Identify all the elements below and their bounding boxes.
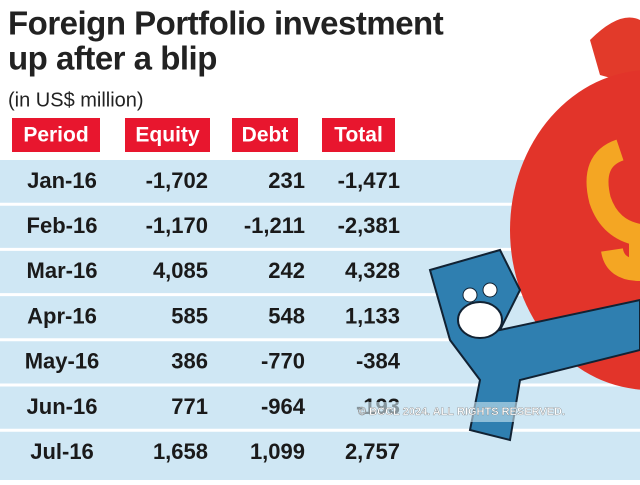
- title: up after a blip: [8, 40, 217, 77]
- cartoon-mouth: [458, 302, 502, 338]
- period-cell: Jul-16: [30, 439, 94, 464]
- value-cell: -1,170: [146, 213, 208, 238]
- value-cell: 4,328: [345, 258, 400, 283]
- value-cell: -384: [356, 349, 401, 374]
- value-cell: 585: [171, 303, 208, 328]
- period-cell: Mar-16: [27, 258, 98, 283]
- value-cell: 548: [268, 303, 305, 328]
- value-cell: 231: [268, 168, 305, 193]
- watermark: © BCCL 2024. ALL RIGHTS RESERVED.: [358, 406, 565, 418]
- value-cell: 1,099: [250, 439, 305, 464]
- period-cell: May-16: [25, 349, 100, 374]
- value-cell: -964: [261, 394, 306, 419]
- value-cell: -1,471: [338, 168, 400, 193]
- header-label: Total: [334, 124, 383, 147]
- header-label: Debt: [242, 124, 289, 147]
- value-cell: -1,211: [244, 213, 305, 238]
- value-cell: 242: [268, 258, 305, 283]
- value-cell: -770: [261, 349, 305, 374]
- value-cell: 386: [171, 349, 208, 374]
- period-cell: Apr-16: [27, 303, 97, 328]
- value-cell: 4,085: [153, 258, 208, 283]
- title: Foreign Portfolio investment: [8, 5, 444, 42]
- period-cell: Jun-16: [27, 394, 98, 419]
- value-cell: -2,381: [338, 213, 400, 238]
- subtitle: (in US$ million): [8, 89, 144, 111]
- header-label: Period: [23, 124, 88, 147]
- cartoon-eye: [483, 283, 497, 297]
- value-cell: -1,702: [146, 168, 208, 193]
- cartoon-eye: [463, 288, 477, 302]
- value-cell: 1,658: [153, 439, 208, 464]
- period-cell: Feb-16: [27, 213, 98, 238]
- value-cell: 771: [171, 394, 208, 419]
- header-label: Equity: [135, 124, 199, 147]
- value-cell: 2,757: [345, 439, 400, 464]
- period-cell: Jan-16: [27, 168, 97, 193]
- value-cell: 1,133: [345, 303, 400, 328]
